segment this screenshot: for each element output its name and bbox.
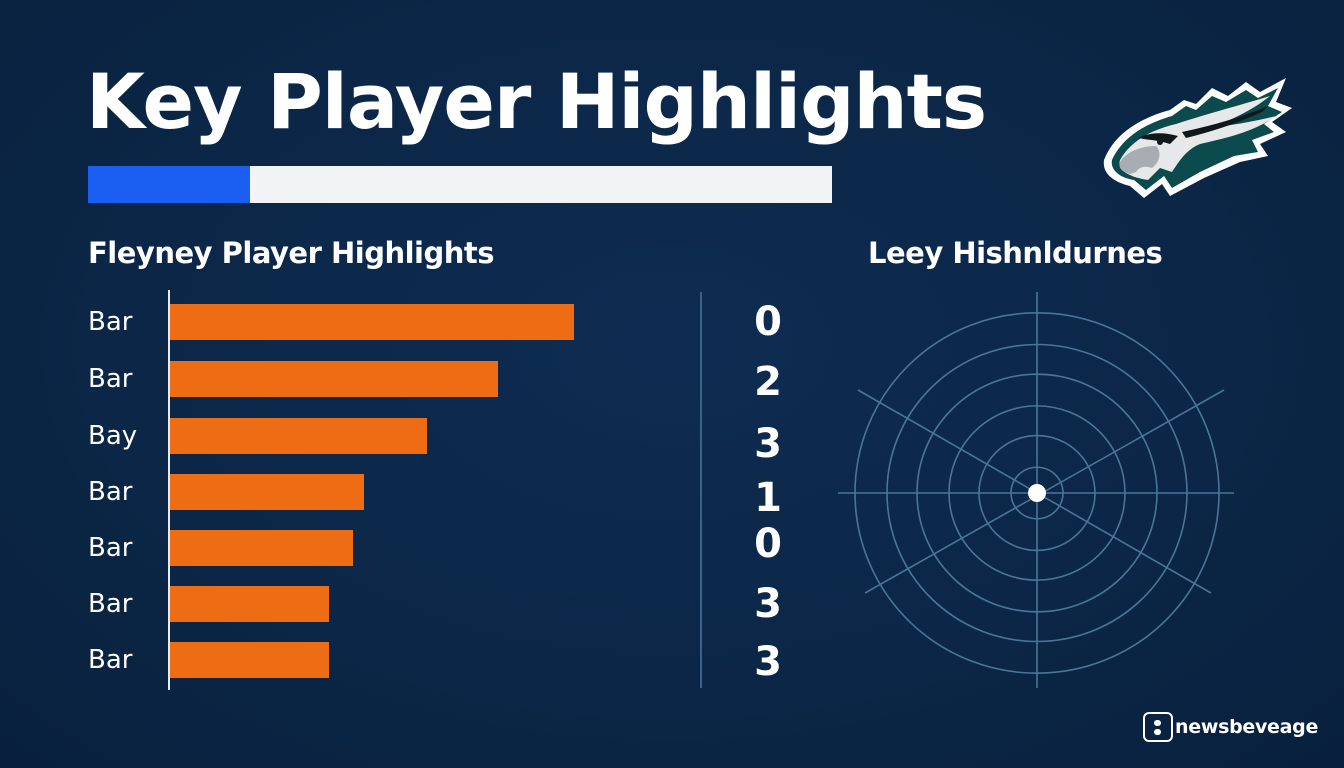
newsbeverage-logo-icon bbox=[1143, 712, 1173, 742]
bar bbox=[170, 586, 329, 622]
bar-row: Bay bbox=[0, 418, 700, 454]
bar bbox=[170, 304, 574, 340]
bar-label: Bar bbox=[88, 645, 133, 675]
brand-watermark: newsbeveage bbox=[1143, 709, 1318, 745]
radar-chart bbox=[838, 292, 1234, 688]
value-label: 0 bbox=[754, 521, 782, 567]
bar-row: Bar bbox=[0, 361, 700, 397]
value-label: 0 bbox=[754, 299, 782, 345]
bar bbox=[170, 418, 427, 454]
radar-center-dot bbox=[1028, 484, 1046, 502]
bar bbox=[170, 474, 364, 510]
bar-chart-axis-line bbox=[168, 290, 170, 690]
bar bbox=[170, 361, 498, 397]
bar-row: Bar bbox=[0, 474, 700, 510]
brand-text: newsbeveage bbox=[1175, 716, 1319, 738]
bar-row: Bar bbox=[0, 530, 700, 566]
bar-label: Bar bbox=[88, 307, 133, 337]
bar-label: Bar bbox=[88, 477, 133, 507]
page-title: Key Player Highlights bbox=[86, 57, 987, 146]
radar-chart-subtitle: Leey Hishnldurnes bbox=[868, 236, 1163, 270]
value-label: 3 bbox=[754, 639, 782, 685]
title-progress-bar bbox=[88, 166, 832, 203]
bar-label: Bar bbox=[88, 364, 133, 394]
bar-label: Bar bbox=[88, 589, 133, 619]
value-label: 3 bbox=[754, 581, 782, 627]
bar-label: Bar bbox=[88, 533, 133, 563]
bar-row: Bar bbox=[0, 304, 700, 340]
bar bbox=[170, 530, 353, 566]
value-label: 1 bbox=[754, 475, 782, 521]
panel-divider bbox=[700, 292, 702, 688]
eagle-head-logo-icon bbox=[1103, 78, 1292, 198]
bar-row: Bar bbox=[0, 586, 700, 622]
bar-row: Bar bbox=[0, 642, 700, 678]
value-label: 2 bbox=[754, 359, 782, 405]
bar-label: Bay bbox=[88, 421, 138, 451]
bar bbox=[170, 642, 329, 678]
progress-fill bbox=[88, 166, 251, 203]
value-label: 3 bbox=[754, 421, 782, 467]
bar-chart-subtitle: Fleyney Player Highlights bbox=[88, 236, 495, 270]
